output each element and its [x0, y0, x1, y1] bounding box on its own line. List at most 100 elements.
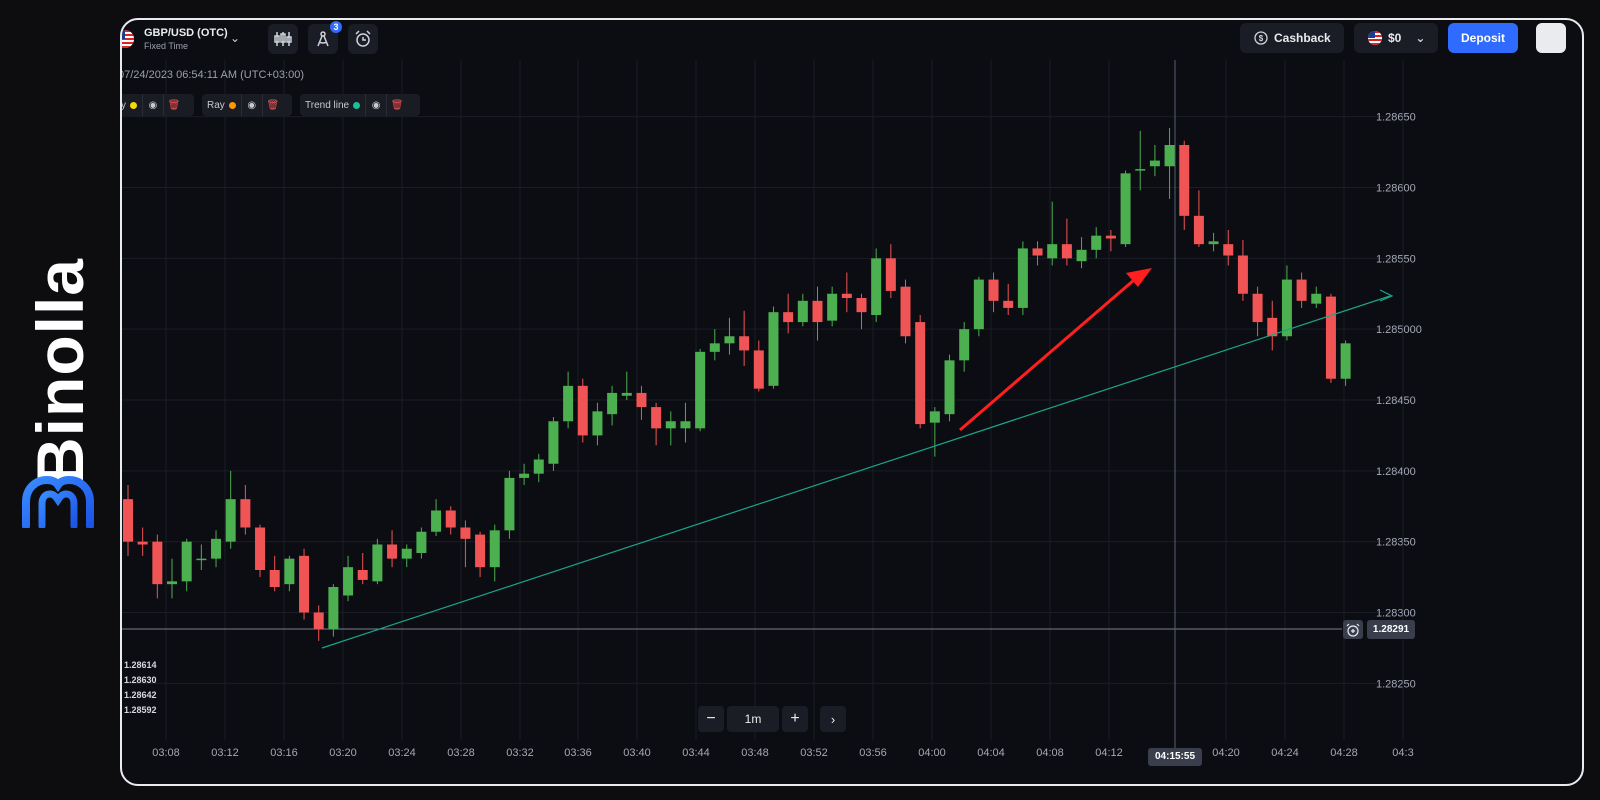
candle-body	[636, 392, 647, 408]
candle-body	[196, 558, 207, 561]
candlestick-chart[interactable]: 1.28250 1.28300 1.28350 1.28400 1.28450 1.285…	[122, 20, 1582, 784]
color-dot-icon	[130, 101, 137, 109]
candle-body	[592, 411, 603, 436]
candle-body	[944, 360, 955, 415]
trend-line-arrowhead	[1379, 289, 1394, 302]
candle-body	[812, 300, 823, 323]
x-tick-label: 04:12	[1095, 747, 1123, 759]
account-balance-selector[interactable]: $0 ⌄	[1354, 23, 1438, 53]
candle-body	[827, 293, 838, 321]
trash-icon[interactable]: 🗑	[261, 94, 283, 116]
x-tick-label: 03:32	[506, 747, 534, 759]
alerts-button[interactable]	[348, 24, 378, 54]
indicators-icon	[274, 32, 292, 46]
x-tick-label: 03:40	[623, 747, 651, 759]
candle-body	[152, 541, 163, 585]
x-tick-label: 04:28	[1330, 747, 1358, 759]
us-flag-icon	[122, 30, 134, 48]
x-tick-label: 03:56	[859, 747, 887, 759]
chevron-right-icon[interactable]: ›	[820, 706, 846, 732]
candle-body	[123, 499, 133, 542]
candle-body	[167, 581, 178, 585]
y-tick-label: 1.28300	[1376, 608, 1416, 620]
zoom-out-button[interactable]: −	[698, 706, 724, 732]
cashback-button[interactable]: $ Cashback	[1240, 23, 1344, 53]
x-tick-label: 04:20	[1212, 747, 1240, 759]
current-price-label: 1.28291	[1367, 620, 1415, 639]
candle-body	[372, 544, 383, 582]
candle-body	[577, 385, 588, 436]
candle-body	[1135, 169, 1146, 171]
ohlc-open: 1.28614	[124, 660, 157, 670]
candle-body	[211, 538, 222, 559]
alarm-clock-icon	[355, 30, 371, 47]
candle-body	[401, 548, 412, 559]
candle-body	[929, 411, 940, 423]
timeframe-selector[interactable]: 1m	[727, 706, 779, 732]
x-tick-label: 04:04	[977, 747, 1005, 759]
chevron-down-icon[interactable]: ⌄	[230, 31, 241, 45]
candle-body	[783, 312, 794, 323]
ohlc-low: 1.28642	[124, 690, 157, 700]
y-tick-label: 1.28350	[1376, 537, 1416, 549]
candle-body	[1325, 296, 1336, 379]
ohlc-high: 1.28630	[124, 675, 157, 685]
candle-body	[1340, 343, 1351, 379]
candle-body	[1208, 241, 1219, 245]
drawing-tool-chip[interactable]: Trend line ◉ 🗑	[300, 94, 420, 116]
candle-body	[255, 527, 266, 570]
candle-body	[1193, 215, 1204, 245]
candle-body	[1311, 293, 1322, 304]
timeframe-controls: − 1m +	[698, 706, 808, 732]
x-tick-label: 03:20	[329, 747, 357, 759]
y-tick-label: 1.285000	[1376, 324, 1422, 336]
drawings-button[interactable]: 3	[308, 21, 342, 54]
x-tick-label: 04:00	[918, 747, 946, 759]
eye-icon[interactable]: ◉	[240, 94, 262, 116]
top-toolbar: GBP/USD (OTC) Fixed Time ⌄ 3	[122, 20, 1582, 58]
deposit-button[interactable]: Deposit	[1448, 23, 1518, 53]
asset-pair-name[interactable]: GBP/USD (OTC)	[144, 27, 228, 39]
candle-body	[709, 343, 720, 352]
candle-body	[1091, 235, 1102, 250]
candle-body	[695, 351, 706, 429]
y-tick-label: 1.28250	[1376, 678, 1416, 690]
candle-body	[284, 558, 295, 585]
red-arrow-line	[959, 278, 1135, 432]
candle-body	[1296, 279, 1307, 301]
eye-icon[interactable]: ◉	[365, 94, 386, 116]
candle-body	[1061, 244, 1072, 259]
candle-body	[621, 392, 632, 396]
candle-body	[915, 322, 926, 425]
candle-body	[313, 612, 324, 630]
candle-body	[137, 541, 148, 545]
eye-icon[interactable]: ◉	[142, 94, 163, 116]
candle-body	[225, 499, 236, 542]
binolla-m-logo-icon	[22, 476, 94, 528]
compass-drawing-icon	[317, 31, 329, 47]
candle-body	[607, 392, 618, 415]
x-tick-label: 04:24	[1271, 747, 1299, 759]
brand-sidebar: Binolla	[0, 0, 118, 800]
x-tick-label: 04:3	[1392, 747, 1413, 759]
candle-body	[519, 473, 530, 478]
x-tick-label: 03:16	[270, 747, 298, 759]
svg-text:$: $	[1259, 34, 1264, 43]
indicators-button[interactable]	[268, 24, 298, 54]
account-menu-button[interactable]	[1536, 23, 1566, 53]
color-dot-icon	[353, 101, 361, 109]
candle-body	[1149, 160, 1160, 167]
drawing-tool-chip[interactable]: Ray ◉ 🗑	[202, 94, 292, 116]
candle-body	[1017, 248, 1028, 308]
cashback-label: Cashback	[1274, 31, 1331, 45]
trash-icon[interactable]: 🗑	[163, 94, 184, 116]
trash-icon[interactable]: 🗑	[386, 94, 407, 116]
zoom-in-button[interactable]: +	[782, 706, 808, 732]
candle-body	[988, 279, 999, 301]
candle-body	[959, 329, 970, 361]
candle-body	[856, 298, 867, 313]
brand-wordmark: Binolla	[23, 257, 97, 485]
candle-body	[1003, 300, 1014, 308]
price-alert-button[interactable]	[1343, 620, 1363, 639]
drawing-tool-chip[interactable]: y ◉ 🗑	[122, 94, 194, 116]
